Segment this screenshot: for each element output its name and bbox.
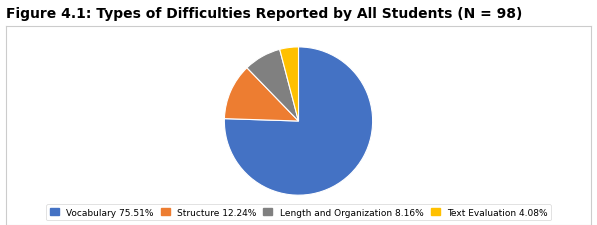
Legend: Vocabulary 75.51%, Structure 12.24%, Length and Organization 8.16%, Text Evaluat: Vocabulary 75.51%, Structure 12.24%, Len… bbox=[46, 204, 551, 220]
Text: Figure 4.1: Types of Difficulties Reported by All Students (N = 98): Figure 4.1: Types of Difficulties Report… bbox=[6, 7, 522, 21]
Wedge shape bbox=[247, 50, 298, 122]
Wedge shape bbox=[280, 48, 298, 122]
Wedge shape bbox=[224, 68, 298, 122]
Wedge shape bbox=[224, 48, 373, 195]
